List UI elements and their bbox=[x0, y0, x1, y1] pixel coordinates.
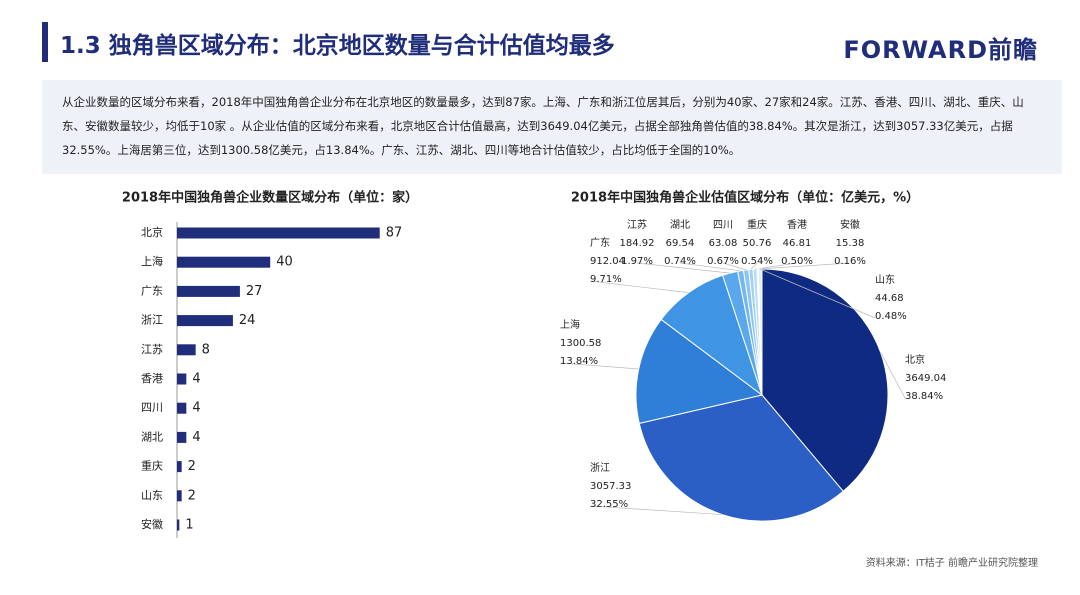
bar bbox=[177, 315, 233, 327]
slice-value: 46.81 bbox=[783, 238, 812, 249]
pie-slice bbox=[757, 268, 763, 396]
logo: FORWARD前瞻 bbox=[843, 36, 1038, 64]
slice-value: 184.92 bbox=[620, 238, 655, 249]
leader-line bbox=[722, 262, 747, 271]
leader-line bbox=[679, 262, 741, 272]
chart-title: 2018年中国独角兽企业数量区域分布（单位：家） bbox=[122, 190, 418, 206]
leader-line bbox=[559, 362, 639, 370]
bar bbox=[177, 490, 182, 502]
slice-name: 浙江 bbox=[590, 462, 610, 474]
slice-name: 湖北 bbox=[670, 219, 690, 231]
data-label: 2 bbox=[188, 488, 196, 503]
slice-name: 广东 bbox=[590, 236, 610, 249]
chart-title: 2018年中国独角兽企业估值区域分布（单位：亿美元，%） bbox=[571, 190, 919, 206]
y-tick-label: 江苏 bbox=[141, 343, 163, 356]
slice-name: 上海 bbox=[560, 318, 580, 331]
leader-line bbox=[636, 262, 731, 274]
slice-share: 13.84% bbox=[560, 356, 598, 367]
leader-line bbox=[757, 262, 851, 270]
data-label: 40 bbox=[276, 255, 293, 270]
pie-slice bbox=[635, 318, 764, 424]
slice-value: 50.76 bbox=[743, 238, 772, 249]
slice-share: 0.48% bbox=[875, 311, 907, 322]
data-label: 2 bbox=[188, 459, 196, 474]
slice-share: 1.97% bbox=[621, 256, 653, 267]
leader-line bbox=[589, 280, 689, 294]
slice-share: 0.74% bbox=[664, 256, 696, 267]
slice-name: 山东 bbox=[875, 273, 895, 286]
bar bbox=[177, 519, 180, 531]
slice-name: 重庆 bbox=[747, 218, 767, 231]
data-label: 4 bbox=[192, 430, 200, 445]
slice-name: 北京 bbox=[905, 353, 925, 366]
bar bbox=[177, 285, 240, 297]
slice-name: 四川 bbox=[713, 220, 733, 231]
slice-value: 63.08 bbox=[709, 238, 738, 249]
source-note: 资料来源：IT桔子 前瞻产业研究院整理 bbox=[865, 558, 1038, 569]
y-tick-label: 浙江 bbox=[141, 314, 163, 327]
pie-slice bbox=[660, 274, 763, 397]
leader-line bbox=[750, 262, 758, 270]
slice-name: 安徽 bbox=[840, 218, 860, 231]
y-tick-label: 重庆 bbox=[141, 459, 163, 473]
slice-name: 香港 bbox=[787, 219, 807, 231]
data-label: 24 bbox=[239, 313, 256, 328]
bar bbox=[177, 431, 187, 443]
y-tick-label: 广东 bbox=[141, 284, 163, 297]
y-tick-label: 四川 bbox=[141, 401, 163, 414]
slice-share: 9.71% bbox=[590, 274, 622, 285]
y-tick-label: 香港 bbox=[141, 372, 163, 385]
data-label: 1 bbox=[185, 518, 193, 533]
slice-share: 0.67% bbox=[707, 256, 739, 267]
y-tick-label: 上海 bbox=[141, 254, 163, 268]
slice-share: 0.50% bbox=[781, 256, 813, 267]
data-label: 87 bbox=[386, 226, 403, 241]
slice-value: 44.68 bbox=[875, 293, 904, 304]
slice-value: 3057.33 bbox=[590, 481, 631, 492]
pie-slice bbox=[761, 268, 889, 492]
slice-value: 69.54 bbox=[666, 238, 695, 249]
y-tick-label: 湖北 bbox=[141, 430, 163, 443]
pie-slice bbox=[638, 394, 844, 522]
slice-value: 912.04 bbox=[590, 256, 625, 267]
summary-text: 从企业数量的区域分布来看，2018年中国独角兽企业分布在北京地区的数量最多，达到… bbox=[42, 80, 1062, 174]
slice-value: 3649.04 bbox=[905, 373, 946, 384]
bar bbox=[177, 256, 271, 268]
bar bbox=[177, 373, 187, 385]
data-label: 4 bbox=[192, 372, 200, 387]
slice-share: 0.16% bbox=[834, 256, 866, 267]
data-label: 4 bbox=[192, 401, 200, 416]
bar bbox=[177, 344, 196, 356]
leader-line bbox=[754, 262, 798, 270]
slice-share: 38.84% bbox=[905, 391, 943, 402]
slice-name: 江苏 bbox=[627, 218, 647, 231]
data-label: 27 bbox=[246, 284, 263, 299]
title-accent bbox=[42, 22, 48, 62]
slide-title: 1.3 独角兽区域分布：北京地区数量与合计估值均最多 bbox=[60, 33, 615, 59]
leader-line bbox=[759, 268, 876, 319]
y-tick-label: 安徽 bbox=[141, 517, 163, 531]
slice-share: 32.55% bbox=[590, 499, 628, 510]
bar bbox=[177, 227, 380, 239]
bar bbox=[177, 402, 187, 414]
y-tick-label: 山东 bbox=[141, 489, 163, 502]
slice-value: 1300.58 bbox=[560, 338, 601, 349]
data-label: 8 bbox=[202, 342, 210, 357]
leader-line bbox=[589, 505, 723, 515]
leader-line bbox=[880, 351, 906, 399]
slice-share: 0.54% bbox=[741, 256, 773, 267]
bar bbox=[177, 461, 182, 473]
slice-value: 15.38 bbox=[836, 238, 865, 249]
y-tick-label: 北京 bbox=[141, 225, 163, 239]
